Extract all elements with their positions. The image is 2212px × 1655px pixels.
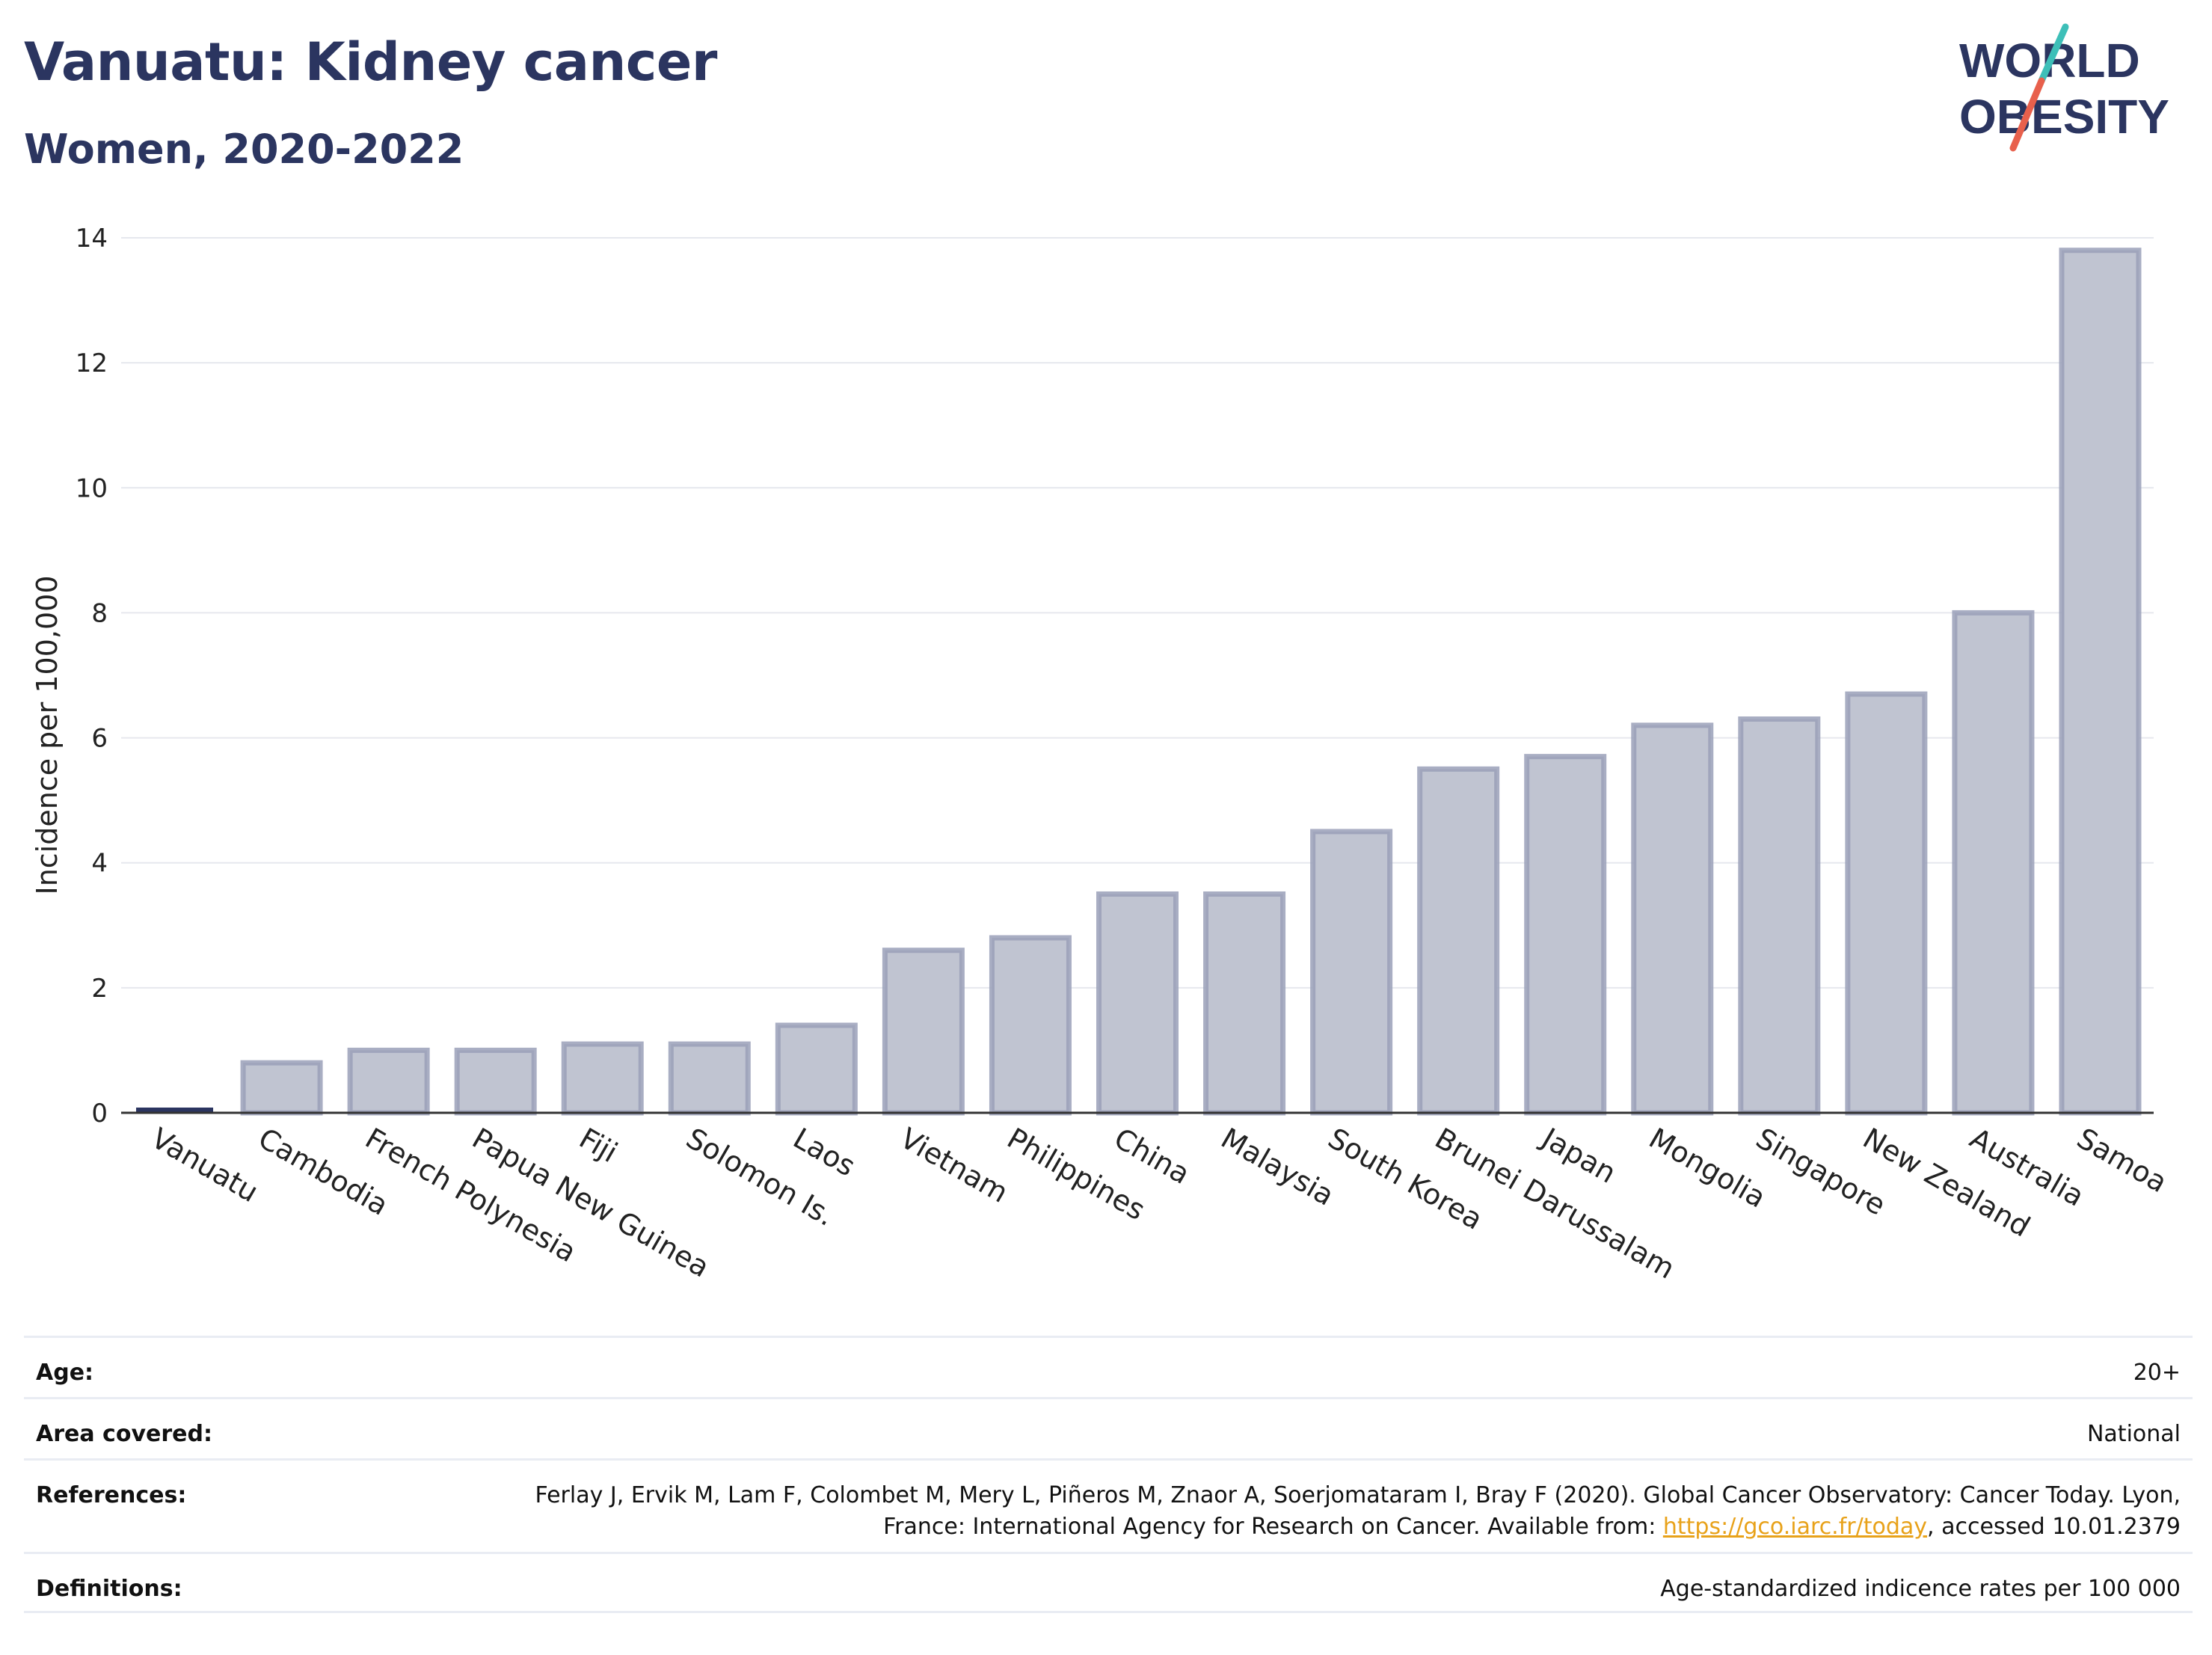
bar <box>1310 829 1393 1116</box>
bar <box>1631 722 1714 1116</box>
x-tick-label: Fiji <box>574 1122 623 1169</box>
bar <box>1952 610 2035 1116</box>
bar <box>1417 766 1500 1116</box>
world-obesity-logo: WORLD OBESITY <box>1959 23 2169 152</box>
age-label: Age: <box>36 1360 94 1386</box>
chart-title: Vanuatu: Kidney cancer <box>24 31 717 93</box>
y-tick-label: 6 <box>91 724 108 754</box>
y-axis-title: Incidence per 100,000 <box>31 575 64 894</box>
bar <box>454 1047 537 1116</box>
bar <box>1738 716 1821 1116</box>
chart-subtitle: Women, 2020-2022 <box>24 126 464 173</box>
x-tick-label: Mongolia <box>1644 1122 1772 1215</box>
references-value: Ferlay J, Ervik M, Lam F, Colombet M, Me… <box>461 1480 2181 1543</box>
definitions-value: Age-standardized indicence rates per 100… <box>1660 1576 2181 1602</box>
x-tick-label: Malaysia <box>1216 1122 1340 1212</box>
bar <box>668 1041 751 1116</box>
x-tick-label: Vanuatu <box>146 1122 264 1209</box>
y-tick-label: 12 <box>76 348 108 378</box>
references-link[interactable]: https://gco.iarc.fr/today <box>1662 1514 1928 1540</box>
references-row: References: Ferlay J, Ervik M, Lam F, Co… <box>24 1458 2193 1552</box>
bar <box>1524 754 1607 1116</box>
x-tick-label: Vietnam <box>894 1122 1013 1209</box>
y-tick-label: 2 <box>91 974 108 1004</box>
area-label: Area covered: <box>36 1421 212 1447</box>
bar <box>989 935 1072 1116</box>
definitions-label: Definitions: <box>36 1576 182 1602</box>
x-tick-label: Laos <box>787 1122 861 1183</box>
bar-highlight <box>136 1108 214 1113</box>
age-value: 20+ <box>2133 1360 2181 1386</box>
bar <box>1096 891 1179 1116</box>
references-text: Ferlay J, Ervik M, Lam F, Colombet M, Me… <box>535 1482 2181 1540</box>
area-value: National <box>2086 1421 2181 1447</box>
y-tick-label: 8 <box>91 598 108 628</box>
bar <box>882 948 965 1116</box>
details-table: Age: 20+ Area covered: National Referenc… <box>24 1336 2193 1613</box>
bar-chart: 0 2 4 6 8 10 12 14 Incidence per 100,000 Vanuatu C… <box>31 224 2172 1286</box>
y-tick-label: 0 <box>91 1099 108 1129</box>
definitions-row: Definitions: Age-standardized indicence … <box>24 1552 2193 1613</box>
references-accessed: , accessed 10.01.2379 <box>1927 1514 2181 1540</box>
bar <box>561 1041 644 1116</box>
bar <box>1845 691 1928 1116</box>
y-tick-label: 10 <box>76 473 108 503</box>
area-row: Area covered: National <box>24 1397 2193 1458</box>
x-tick-label: China <box>1109 1122 1196 1191</box>
x-tick-label: Japan <box>1535 1121 1622 1190</box>
bar <box>240 1060 323 1116</box>
bar <box>775 1022 858 1116</box>
svg-text:OBESITY: OBESITY <box>1959 90 2169 144</box>
y-tick-label: 4 <box>91 849 108 879</box>
bar <box>347 1047 430 1116</box>
y-tick-label: 14 <box>76 224 108 254</box>
references-label: References: <box>36 1482 187 1508</box>
bar <box>1203 891 1286 1116</box>
bar <box>2059 248 2142 1116</box>
age-row: Age: 20+ <box>24 1336 2193 1397</box>
